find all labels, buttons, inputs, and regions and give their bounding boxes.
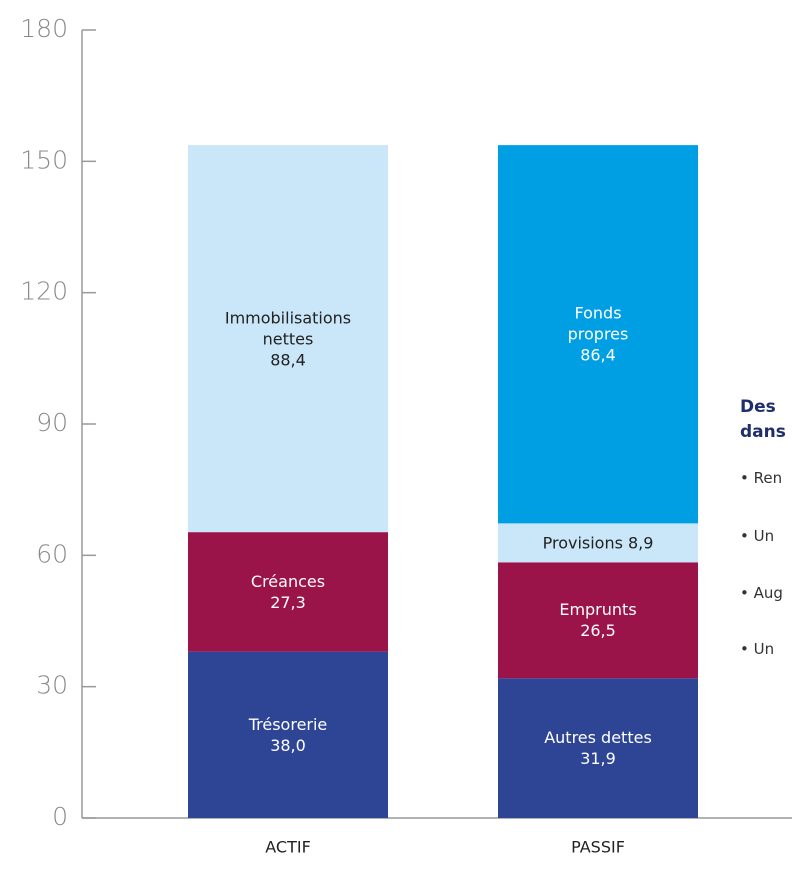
x-tick-label: ACTIF xyxy=(265,838,311,857)
segment-label: Trésorerie 38,0 xyxy=(188,714,388,756)
y-tick-label: 30 xyxy=(36,671,68,700)
value-label: 27,3 xyxy=(270,592,306,612)
bar-segment xyxy=(188,651,388,818)
y-tick-label: 150 xyxy=(20,145,68,174)
annotation: Des xyxy=(740,397,776,417)
annotation: dans xyxy=(740,422,786,442)
y-tick-label: 90 xyxy=(36,408,68,437)
segment-label: Provisions 8,9 xyxy=(498,532,698,553)
bar-segment xyxy=(188,532,388,652)
annotation: • Aug xyxy=(740,584,783,602)
y-tick-label: 120 xyxy=(20,277,68,306)
segment-label: Créances 27,3 xyxy=(188,571,388,613)
segment-label: Emprunts 26,5 xyxy=(498,599,698,641)
value-label: 31,9 xyxy=(580,749,616,769)
bar-segment xyxy=(498,678,698,818)
segment-name: Emprunts xyxy=(559,600,637,620)
value-label: 8,9 xyxy=(627,533,654,553)
y-tick-label: 60 xyxy=(36,539,68,568)
segment-name: Fonds propres xyxy=(567,303,629,344)
segment-label: Immobilisations nettes 88,4 xyxy=(188,307,388,370)
y-tick-label: 0 xyxy=(52,802,68,831)
segment-label: Autres dettes 31,9 xyxy=(498,727,698,769)
segment-name: Créances xyxy=(250,571,326,591)
segment-name: Autres dettes xyxy=(544,728,652,748)
annotation: • Un xyxy=(740,640,775,658)
bar-segment xyxy=(188,145,388,533)
annotation: • Un xyxy=(740,527,775,545)
segment-name: Immobilisations nettes xyxy=(224,308,352,349)
y-tick-label: 180 xyxy=(20,14,68,43)
value-label: 86,4 xyxy=(580,345,616,365)
bar-segment xyxy=(498,145,698,524)
segment-label: Fonds propres 86,4 xyxy=(498,303,698,366)
segment-name: Provisions xyxy=(542,533,623,553)
value-label: 88,4 xyxy=(270,350,306,370)
segment-name: Trésorerie xyxy=(248,714,328,734)
value-label: 38,0 xyxy=(270,735,306,755)
bar-segment xyxy=(498,562,698,679)
annotation: • Ren xyxy=(740,469,783,487)
x-tick-label: PASSIF xyxy=(571,838,625,857)
bar-segment xyxy=(498,523,698,563)
value-label: 26,5 xyxy=(580,621,616,641)
